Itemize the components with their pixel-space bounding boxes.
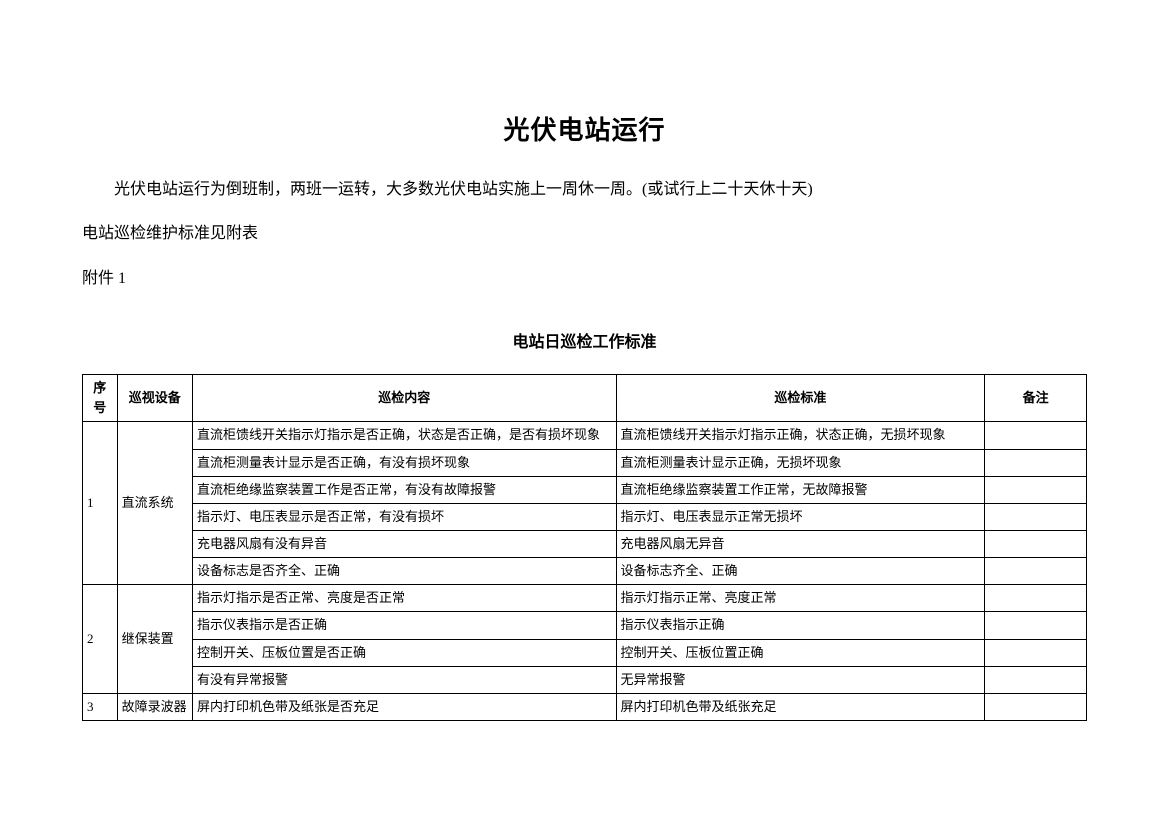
cell-content: 指示仪表指示是否正确: [192, 612, 616, 639]
table-row: 指示灯、电压表显示是否正常，有没有损坏指示灯、电压表显示正常无损坏: [83, 503, 1087, 530]
cell-standard: 直流柜绝缘监察装置工作正常，无故障报警: [616, 476, 985, 503]
cell-standard: 指示仪表指示正确: [616, 612, 985, 639]
paragraph-attach-note: 电站巡检维护标准见附表: [82, 219, 1087, 249]
table-row: 控制开关、压板位置是否正确控制开关、压板位置正确: [83, 639, 1087, 666]
header-device: 巡视设备: [117, 375, 192, 422]
cell-standard: 控制开关、压板位置正确: [616, 639, 985, 666]
cell-seq: 2: [83, 585, 118, 694]
cell-content: 屏内打印机色带及纸张是否充足: [192, 693, 616, 720]
cell-note: [985, 503, 1087, 530]
cell-content: 充电器风扇有没有异音: [192, 531, 616, 558]
cell-device: 故障录波器: [117, 693, 192, 720]
table-header: 序号 巡视设备 巡检内容 巡检标准 备注: [83, 375, 1087, 422]
cell-note: [985, 531, 1087, 558]
cell-note: [985, 693, 1087, 720]
table-row: 充电器风扇有没有异音充电器风扇无异音: [83, 531, 1087, 558]
header-standard: 巡检标准: [616, 375, 985, 422]
inspection-table: 序号 巡视设备 巡检内容 巡检标准 备注 1直流系统直流柜馈线开关指示灯指示是否…: [82, 374, 1087, 721]
cell-note: [985, 476, 1087, 503]
cell-note: [985, 666, 1087, 693]
cell-content: 指示灯、电压表显示是否正常，有没有损坏: [192, 503, 616, 530]
cell-note: [985, 422, 1087, 449]
table-row: 指示仪表指示是否正确指示仪表指示正确: [83, 612, 1087, 639]
header-seq: 序号: [83, 375, 118, 422]
document-page: 光伏电站运行 光伏电站运行为倒班制，两班一运转，大多数光伏电站实施上一周休一周。…: [0, 0, 1169, 761]
table-header-row: 序号 巡视设备 巡检内容 巡检标准 备注: [83, 375, 1087, 422]
table-row: 直流柜绝缘监察装置工作是否正常，有没有故障报警直流柜绝缘监察装置工作正常，无故障…: [83, 476, 1087, 503]
table-row: 3故障录波器屏内打印机色带及纸张是否充足屏内打印机色带及纸张充足: [83, 693, 1087, 720]
table-row: 1直流系统直流柜馈线开关指示灯指示是否正确，状态是否正确，是否有损坏现象直流柜馈…: [83, 422, 1087, 449]
cell-standard: 屏内打印机色带及纸张充足: [616, 693, 985, 720]
header-note: 备注: [985, 375, 1087, 422]
cell-standard: 无异常报警: [616, 666, 985, 693]
cell-note: [985, 558, 1087, 585]
paragraph-attachment-label: 附件 1: [82, 264, 1087, 294]
cell-standard: 充电器风扇无异音: [616, 531, 985, 558]
cell-seq: 1: [83, 422, 118, 585]
cell-content: 直流柜测量表计显示是否正确，有没有损坏现象: [192, 449, 616, 476]
cell-device: 继保装置: [117, 585, 192, 694]
cell-content: 直流柜馈线开关指示灯指示是否正确，状态是否正确，是否有损坏现象: [192, 422, 616, 449]
header-content: 巡检内容: [192, 375, 616, 422]
cell-content: 直流柜绝缘监察装置工作是否正常，有没有故障报警: [192, 476, 616, 503]
table-row: 设备标志是否齐全、正确设备标志齐全、正确: [83, 558, 1087, 585]
cell-content: 设备标志是否齐全、正确: [192, 558, 616, 585]
cell-note: [985, 612, 1087, 639]
cell-note: [985, 585, 1087, 612]
cell-content: 有没有异常报警: [192, 666, 616, 693]
cell-device: 直流系统: [117, 422, 192, 585]
cell-seq: 3: [83, 693, 118, 720]
table-row: 有没有异常报警无异常报警: [83, 666, 1087, 693]
cell-note: [985, 449, 1087, 476]
table-subtitle: 电站日巡检工作标准: [82, 328, 1087, 352]
cell-standard: 直流柜测量表计显示正确，无损坏现象: [616, 449, 985, 476]
cell-standard: 直流柜馈线开关指示灯指示正确，状态正确，无损坏现象: [616, 422, 985, 449]
cell-standard: 指示灯指示正常、亮度正常: [616, 585, 985, 612]
cell-note: [985, 639, 1087, 666]
cell-content: 指示灯指示是否正常、亮度是否正常: [192, 585, 616, 612]
cell-content: 控制开关、压板位置是否正确: [192, 639, 616, 666]
table-body: 1直流系统直流柜馈线开关指示灯指示是否正确，状态是否正确，是否有损坏现象直流柜馈…: [83, 422, 1087, 721]
table-row: 2继保装置指示灯指示是否正常、亮度是否正常指示灯指示正常、亮度正常: [83, 585, 1087, 612]
document-title: 光伏电站运行: [82, 110, 1087, 147]
cell-standard: 设备标志齐全、正确: [616, 558, 985, 585]
paragraph-intro: 光伏电站运行为倒班制，两班一运转，大多数光伏电站实施上一周休一周。(或试行上二十…: [82, 175, 1087, 205]
table-row: 直流柜测量表计显示是否正确，有没有损坏现象直流柜测量表计显示正确，无损坏现象: [83, 449, 1087, 476]
cell-standard: 指示灯、电压表显示正常无损坏: [616, 503, 985, 530]
